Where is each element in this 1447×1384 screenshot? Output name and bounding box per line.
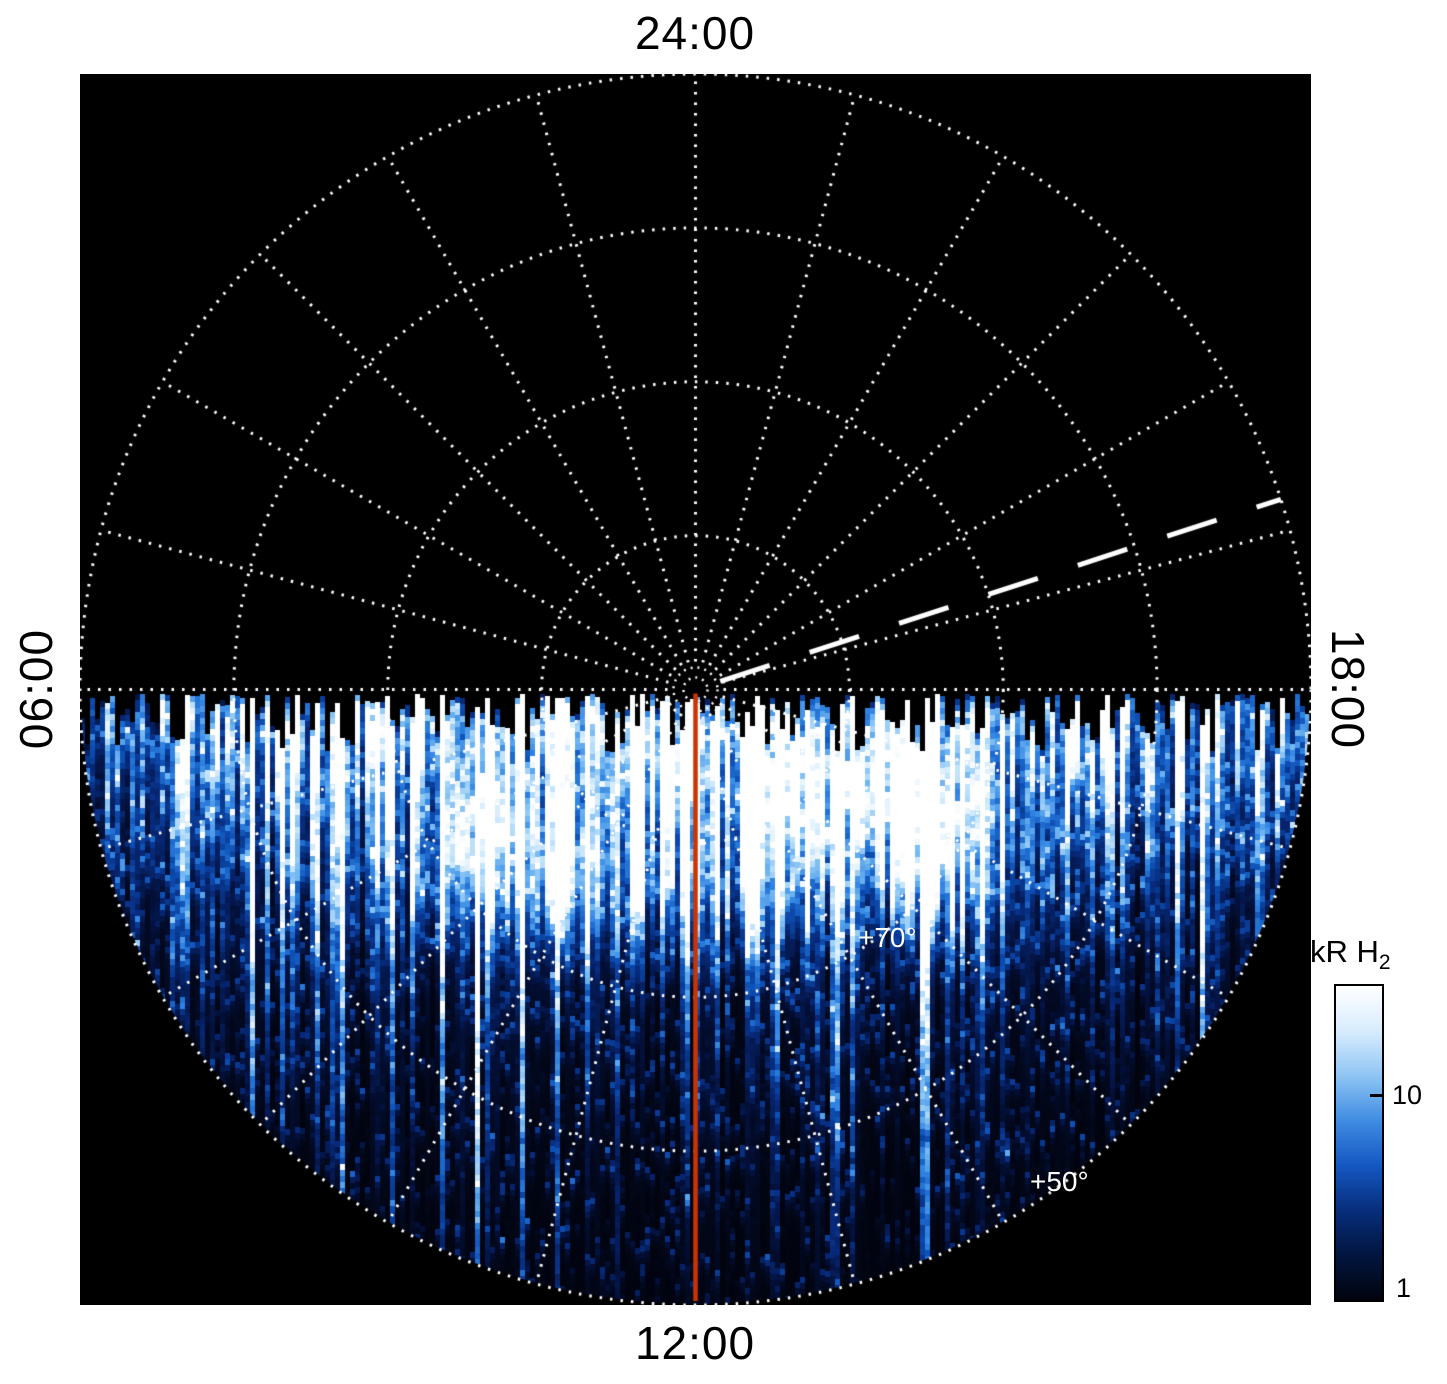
time-label-2400: 24:00 [634, 7, 756, 59]
time-label-0600: 06:00 [10, 628, 62, 750]
latitude-label-70: +70° [858, 922, 917, 953]
colorbar-title-text: kR H [1310, 934, 1379, 969]
colorbar-tickmark-10 [1370, 1093, 1382, 1097]
time-label-1800: 18:00 [1322, 628, 1374, 750]
colorbar [1334, 984, 1384, 1302]
colorbar-tick-1: 1 [1396, 1273, 1412, 1303]
latitude-label-50: +50° [1030, 1166, 1089, 1197]
colorbar-gradient [1336, 986, 1382, 1300]
colorbar-title: kR H2 [1310, 934, 1391, 975]
time-label-1200: 12:00 [634, 1317, 756, 1369]
colorbar-tick-10: 10 [1392, 1080, 1423, 1110]
polar-emission-canvas [80, 74, 1311, 1305]
colorbar-title-subscript: 2 [1378, 951, 1391, 975]
